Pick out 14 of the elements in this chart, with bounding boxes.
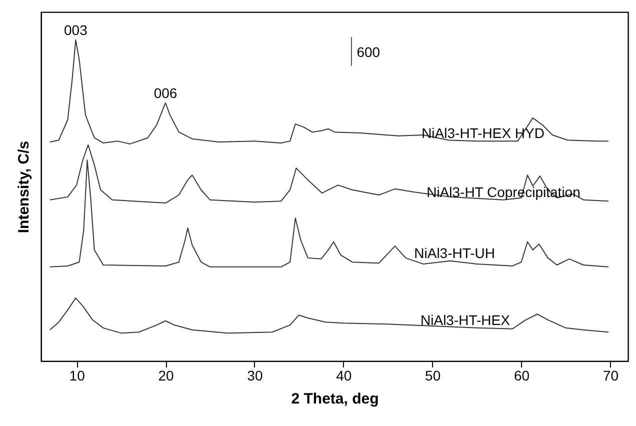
- x-tick-label: 20: [158, 368, 174, 384]
- x-tick-label: 30: [247, 368, 263, 384]
- annotation: 006: [154, 84, 178, 101]
- x-tick-label: 40: [336, 368, 352, 384]
- y-axis-title: Intensity, C/s: [16, 140, 32, 234]
- x-tick-label: 50: [425, 368, 441, 384]
- x-tick-label: 70: [602, 368, 619, 384]
- x-axis-title: 2 Theta, deg: [291, 390, 379, 408]
- annotation: 600: [356, 44, 380, 60]
- x-tick-label: 60: [514, 368, 530, 384]
- annotation: 003: [64, 22, 88, 38]
- series-label: NiAl3-HT-HEX: [420, 312, 511, 328]
- series-label: NiAl3-HT-UH: [414, 244, 496, 261]
- x-tick-label: 10: [69, 368, 86, 384]
